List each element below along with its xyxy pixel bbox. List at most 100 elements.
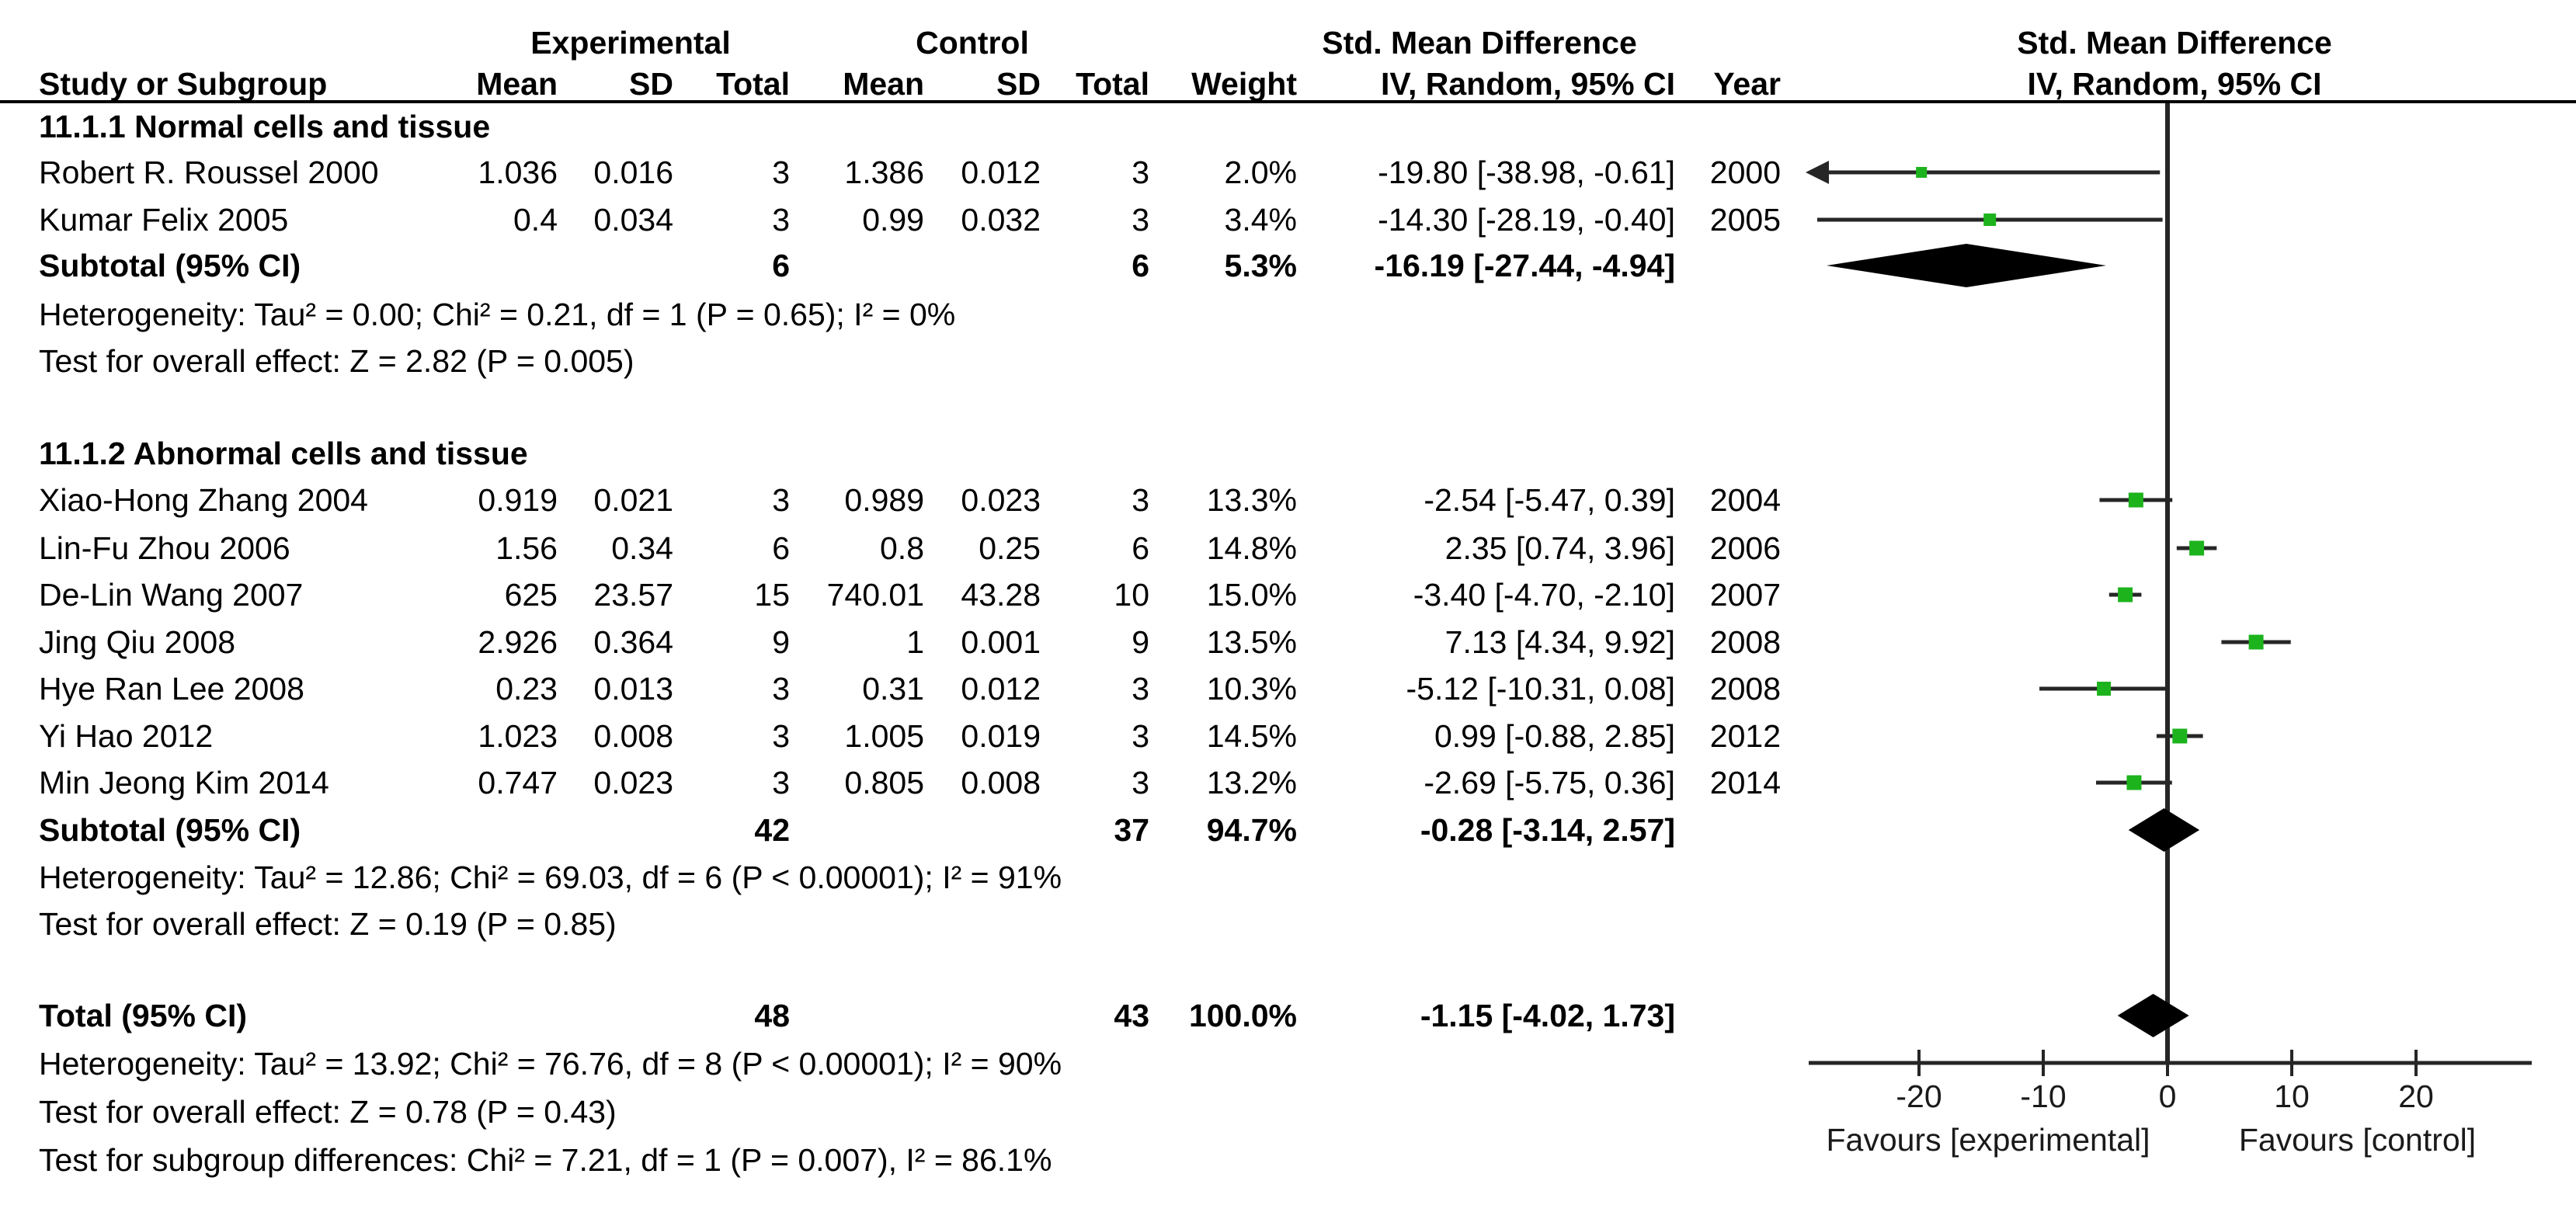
ctrl-mean: 740.01 xyxy=(826,577,924,613)
study-weight: 10.3% xyxy=(1206,671,1297,707)
ctrl-mean: 0.805 xyxy=(844,765,924,800)
exp-sd: 0.364 xyxy=(593,624,673,660)
study-weight: 14.5% xyxy=(1206,718,1297,754)
study-weight: 14.8% xyxy=(1206,530,1297,566)
ctrl-sd: 0.032 xyxy=(961,202,1041,238)
exp-mean: 625 xyxy=(504,577,558,613)
study-weight: 3.4% xyxy=(1224,202,1297,238)
exp-total: 3 xyxy=(772,671,790,707)
study-ci-text: -14.30 [-28.19, -0.40] xyxy=(1378,202,1675,238)
total-exp-total: 48 xyxy=(754,998,790,1033)
exp-sd: 0.021 xyxy=(593,482,673,518)
study-ci-text: -5.12 [-10.31, 0.08] xyxy=(1406,671,1675,707)
study-ci-text: -2.69 [-5.75, 0.36] xyxy=(1424,765,1675,800)
subtotal-weight: 94.7% xyxy=(1206,812,1297,848)
ctrl-mean: 0.31 xyxy=(862,671,924,707)
study-year: 2000 xyxy=(1709,155,1781,190)
exp-total: 3 xyxy=(772,718,790,754)
ci-arrow-left xyxy=(1806,161,1829,184)
study-name: Lin-Fu Zhou 2006 xyxy=(39,530,290,566)
subtotal-exp-total: 42 xyxy=(754,812,790,848)
ctrl-mean: 0.989 xyxy=(844,482,924,518)
ctrl-total: 3 xyxy=(1132,671,1149,707)
ctrl-mean: 1.005 xyxy=(844,718,924,754)
ctrl-sd: 0.25 xyxy=(979,530,1041,566)
footnote-line: Test for overall effect: Z = 0.78 (P = 0… xyxy=(39,1094,617,1130)
axis-tick-label: 10 xyxy=(2274,1078,2310,1114)
exp-mean: 1.56 xyxy=(495,530,558,566)
study-name: Min Jeong Kim 2014 xyxy=(39,765,329,800)
subtotal-ctrl-total: 37 xyxy=(1114,812,1149,848)
exp-mean: 1.023 xyxy=(478,718,558,754)
subtotal-ci-text: -16.19 [-27.44, -4.94] xyxy=(1374,248,1675,283)
ctrl-sd-header: SD xyxy=(996,66,1041,102)
axis-tick-label: 0 xyxy=(2159,1078,2177,1114)
exp-sd: 0.016 xyxy=(593,155,673,190)
study-weight: 13.2% xyxy=(1206,765,1297,800)
ctrl-sd: 0.012 xyxy=(961,155,1041,190)
experimental-group-header: Experimental xyxy=(530,25,731,61)
ctrl-total: 3 xyxy=(1132,202,1149,238)
ctrl-sd: 0.001 xyxy=(961,624,1041,660)
study-weight: 15.0% xyxy=(1206,577,1297,613)
study-name: Hye Ran Lee 2008 xyxy=(39,671,304,707)
plot-effect-header: Std. Mean Difference xyxy=(2017,25,2332,61)
ctrl-total: 6 xyxy=(1132,530,1149,566)
overall-effect-note: Test for overall effect: Z = 0.19 (P = 0… xyxy=(39,906,617,942)
study-year: 2007 xyxy=(1709,577,1781,613)
exp-mean: 0.747 xyxy=(478,765,558,800)
ctrl-mean: 1 xyxy=(906,624,924,660)
study-year: 2014 xyxy=(1709,765,1781,800)
total-ci-text: -1.15 [-4.02, 1.73] xyxy=(1420,998,1675,1033)
study-marker xyxy=(2248,634,2264,650)
study-marker xyxy=(1916,167,1928,178)
ctrl-mean: 1.386 xyxy=(844,155,924,190)
heterogeneity-note: Heterogeneity: Tau² = 12.86; Chi² = 69.0… xyxy=(39,860,1062,895)
year-column-header: Year xyxy=(1713,66,1781,102)
study-marker xyxy=(2172,728,2188,744)
exp-total: 3 xyxy=(772,765,790,800)
study-marker xyxy=(2128,492,2143,508)
study-marker xyxy=(1983,214,1997,226)
ctrl-sd: 0.008 xyxy=(961,765,1041,800)
ctrl-total: 3 xyxy=(1132,718,1149,754)
exp-total: 9 xyxy=(772,624,790,660)
plot-method-header: IV, Random, 95% CI xyxy=(2027,66,2322,102)
exp-total: 15 xyxy=(754,577,790,613)
exp-sd-header: SD xyxy=(629,66,673,102)
exp-total-header: Total xyxy=(716,66,790,102)
heterogeneity-note: Heterogeneity: Tau² = 0.00; Chi² = 0.21,… xyxy=(39,297,956,332)
footnote-line: Test for subgroup differences: Chi² = 7.… xyxy=(39,1142,1052,1178)
exp-sd: 0.34 xyxy=(611,530,673,566)
exp-mean: 1.036 xyxy=(478,155,558,190)
subtotal-ci-text: -0.28 [-3.14, 2.57] xyxy=(1420,812,1675,848)
exp-mean: 0.919 xyxy=(478,482,558,518)
study-year: 2006 xyxy=(1709,530,1781,566)
ctrl-mean: 0.8 xyxy=(880,530,924,566)
subtotal-exp-total: 6 xyxy=(772,248,790,283)
ctrl-sd: 0.012 xyxy=(961,671,1041,707)
study-marker xyxy=(2189,540,2205,556)
control-group-header: Control xyxy=(916,25,1029,61)
ctrl-total: 9 xyxy=(1132,624,1149,660)
exp-mean-header: Mean xyxy=(476,66,558,102)
subtotal-ctrl-total: 6 xyxy=(1132,248,1149,283)
study-year: 2005 xyxy=(1709,202,1781,238)
exp-mean: 2.926 xyxy=(478,624,558,660)
study-marker xyxy=(2126,775,2142,790)
exp-mean: 0.4 xyxy=(513,202,558,238)
ctrl-sd: 0.019 xyxy=(961,718,1041,754)
effect-column-header: Std. Mean Difference xyxy=(1322,25,1637,61)
ctrl-sd: 0.023 xyxy=(961,482,1041,518)
exp-total: 3 xyxy=(772,202,790,238)
total-label: Total (95% CI) xyxy=(39,998,248,1033)
axis-tick-label: -20 xyxy=(1896,1078,1942,1114)
header-rule xyxy=(0,100,2576,103)
subgroup-title: 11.1.1 Normal cells and tissue xyxy=(39,109,491,144)
study-year: 2008 xyxy=(1709,624,1781,660)
study-name: Jing Qiu 2008 xyxy=(39,624,236,660)
exp-total: 3 xyxy=(772,155,790,190)
subtotal-diamond xyxy=(1826,244,2106,287)
study-column-header: Study or Subgroup xyxy=(39,66,328,102)
exp-sd: 23.57 xyxy=(593,577,673,613)
